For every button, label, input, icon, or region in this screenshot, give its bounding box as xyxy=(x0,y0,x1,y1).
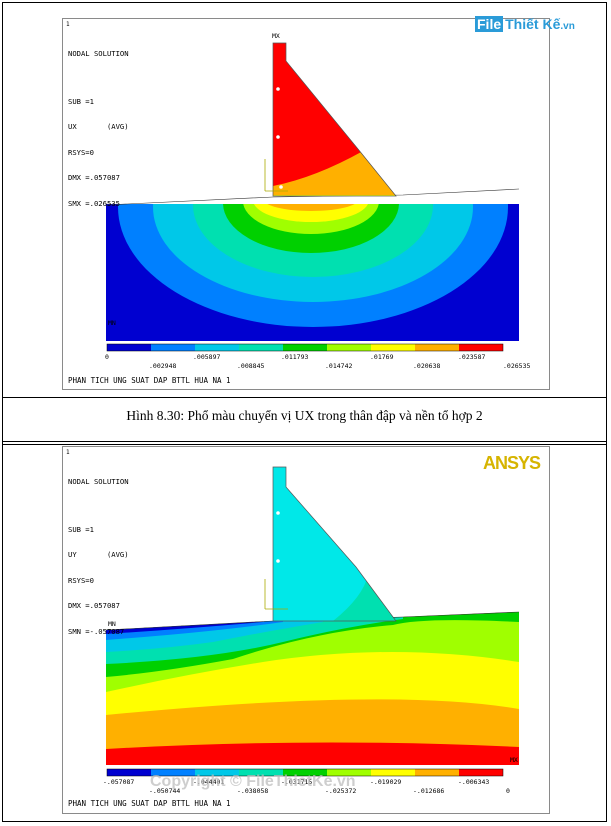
ux-legend-bar xyxy=(106,343,504,352)
ansys-logo: ANSYS xyxy=(483,453,541,473)
info-line: DMX =.057087 xyxy=(68,173,120,182)
uy-contour-graphic xyxy=(105,466,520,777)
info-line: SMX =.026535 xyxy=(68,198,120,208)
ux-contour-plot: 1 NODAL SOLUTION SUB =1 UX (AVG) RSYS=0 … xyxy=(62,18,550,390)
ux-contour-graphic xyxy=(105,42,520,352)
copyright-watermark: Copyright © FileThietKe.vn xyxy=(150,773,356,790)
filethietke-logo: File Thiết Kế.vn xyxy=(475,16,575,32)
info-line: SMN =-.057087 xyxy=(68,626,125,636)
info-line: RSYS=0 xyxy=(68,575,94,585)
row-divider xyxy=(2,397,607,398)
plot-footer: PHAN TICH UNG SUAT DAP BTTL HUA NA 1 xyxy=(68,799,231,808)
info-line: NODAL SOLUTION xyxy=(68,477,129,486)
legend-tick: -.006343 xyxy=(458,778,490,786)
info-line: DMX =.057087 xyxy=(68,601,120,610)
legend-tick: .020638 xyxy=(413,362,441,370)
legend-tick: 0 xyxy=(506,787,510,795)
panel-number: 1 xyxy=(66,449,70,456)
info-line: SUB =1 xyxy=(68,524,94,534)
legend-tick: .014742 xyxy=(325,362,353,370)
legend-tick: -.038058 xyxy=(237,787,269,795)
legend-tick: .008845 xyxy=(237,362,265,370)
panel-number: 1 xyxy=(66,21,70,28)
figure-caption: Hình 8.30: Phổ màu chuyển vị UX trong th… xyxy=(126,408,483,423)
legend-tick: -.057087 xyxy=(103,778,135,786)
legend-tick: -.044401 xyxy=(193,778,225,786)
min-label: MN xyxy=(108,620,116,628)
info-line: UY (AVG) xyxy=(68,550,129,559)
legend-tick: -.012686 xyxy=(413,787,445,795)
min-label: MN xyxy=(108,319,116,327)
plot-footer: PHAN TICH UNG SUAT DAP BTTL HUA NA 1 xyxy=(68,376,231,385)
legend-tick: .005897 xyxy=(193,353,221,361)
max-label: MX xyxy=(272,32,280,40)
legend-tick: .026535 xyxy=(503,362,531,370)
legend-tick: -.050744 xyxy=(149,787,181,795)
uy-solution-info: NODAL SOLUTION SUB =1 UY (AVG) RSYS=0 DM… xyxy=(68,461,129,653)
row-divider xyxy=(2,441,607,442)
legend-tick: .023587 xyxy=(458,353,486,361)
legend-tick: .01769 xyxy=(370,353,394,361)
legend-tick: -.025372 xyxy=(325,787,357,795)
legend-tick: 0 xyxy=(105,353,109,361)
info-line: SUB =1 xyxy=(68,96,94,106)
legend-tick: -.031715 xyxy=(281,778,313,786)
info-line: RSYS=0 xyxy=(68,147,94,157)
legend-tick: -.019029 xyxy=(370,778,402,786)
info-line: NODAL SOLUTION xyxy=(68,49,129,58)
legend-tick: .011793 xyxy=(281,353,309,361)
max-label: MX xyxy=(510,756,518,764)
info-line: UX (AVG) xyxy=(68,122,129,131)
legend-tick: .002948 xyxy=(149,362,177,370)
ux-solution-info: NODAL SOLUTION SUB =1 UX (AVG) RSYS=0 DM… xyxy=(68,33,129,225)
uy-legend-bar xyxy=(106,768,504,777)
uy-contour-plot: 1 ANSYS NODAL SOLUTION SUB =1 UY (AVG) R… xyxy=(62,446,550,814)
row-divider xyxy=(2,444,607,445)
